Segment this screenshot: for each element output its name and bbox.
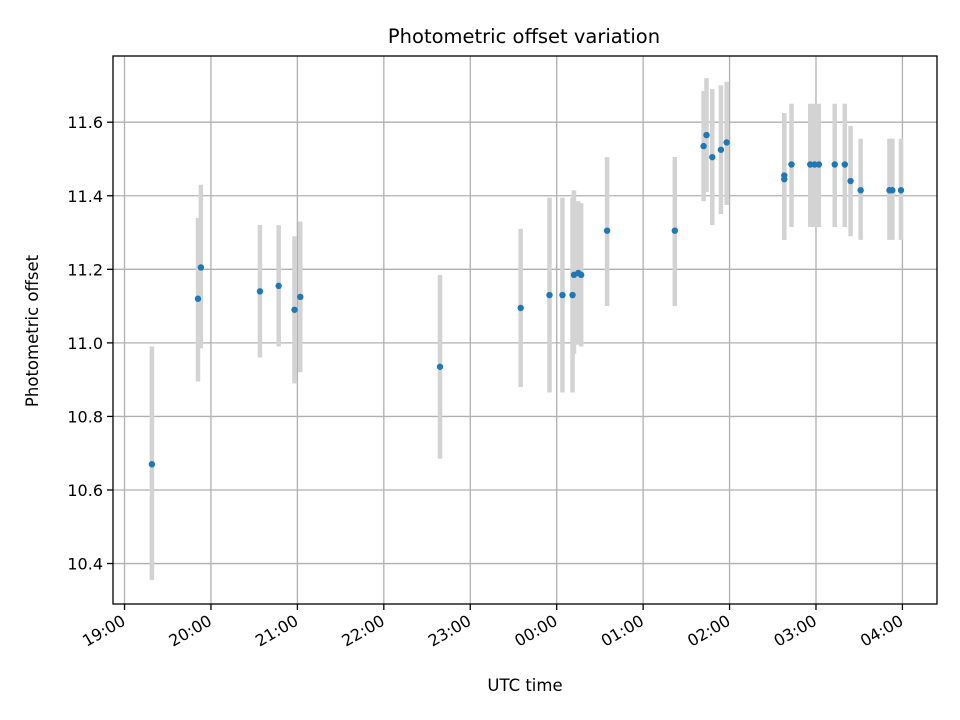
y-tick-label: 10.4 (67, 555, 103, 574)
data-point (297, 293, 304, 301)
data-point (436, 363, 444, 370)
data-point (671, 227, 679, 234)
x-tick-label: 00:00 (511, 611, 560, 651)
y-axis-label: Photometric offset (23, 254, 42, 407)
data-point (723, 139, 730, 146)
data-point (703, 131, 710, 139)
data-point (559, 291, 566, 299)
data-point (577, 271, 585, 279)
y-tick-label: 11.2 (67, 260, 103, 279)
y-tick-label: 11.6 (67, 113, 103, 132)
x-tick-label: 04:00 (857, 611, 906, 651)
data-points (148, 131, 905, 468)
grid-lines (113, 56, 937, 604)
chart-title: Photometric offset variation (388, 25, 660, 48)
x-tick-label: 01:00 (598, 611, 647, 651)
plot-frame (112, 55, 938, 605)
data-point (569, 291, 576, 299)
data-point (781, 172, 788, 179)
x-tick-label: 23:00 (425, 611, 474, 651)
data-point (857, 187, 864, 194)
y-tick-label: 11.0 (67, 334, 103, 353)
data-point (275, 282, 282, 290)
x-tick-label: 21:00 (252, 611, 301, 651)
x-tick-label: 20:00 (166, 611, 215, 651)
data-point (897, 187, 905, 194)
data-point (841, 161, 849, 168)
x-axis-label: UTC time (487, 676, 562, 695)
data-point (788, 161, 795, 168)
y-axis-ticks: 10.4 10.6 10.8 11.0 11.2 11.4 11.6 (67, 113, 113, 574)
data-point (194, 295, 202, 302)
y-tick-label: 11.4 (67, 187, 103, 206)
data-point (148, 461, 156, 468)
error-bars (149, 78, 904, 581)
x-tick-label: 22:00 (338, 611, 387, 651)
data-point (709, 153, 716, 161)
data-point (700, 142, 707, 150)
y-tick-label: 10.8 (67, 407, 103, 426)
x-tick-label: 02:00 (684, 611, 733, 651)
data-point (831, 161, 838, 168)
x-axis-ticks: 19:00 20:00 21:00 22:00 23:00 00:00 01:00 02:00… (79, 604, 906, 651)
data-point (717, 146, 725, 153)
data-point (889, 187, 896, 194)
data-point (546, 291, 553, 299)
data-point (847, 177, 854, 185)
data-point (291, 306, 298, 313)
data-point (197, 264, 205, 271)
data-point (603, 227, 611, 234)
x-tick-label: 19:00 (79, 611, 128, 651)
x-tick-label: 03:00 (771, 611, 820, 651)
data-point (815, 161, 823, 168)
data-point (517, 304, 524, 312)
data-point (256, 288, 264, 295)
y-tick-label: 10.6 (67, 481, 103, 500)
